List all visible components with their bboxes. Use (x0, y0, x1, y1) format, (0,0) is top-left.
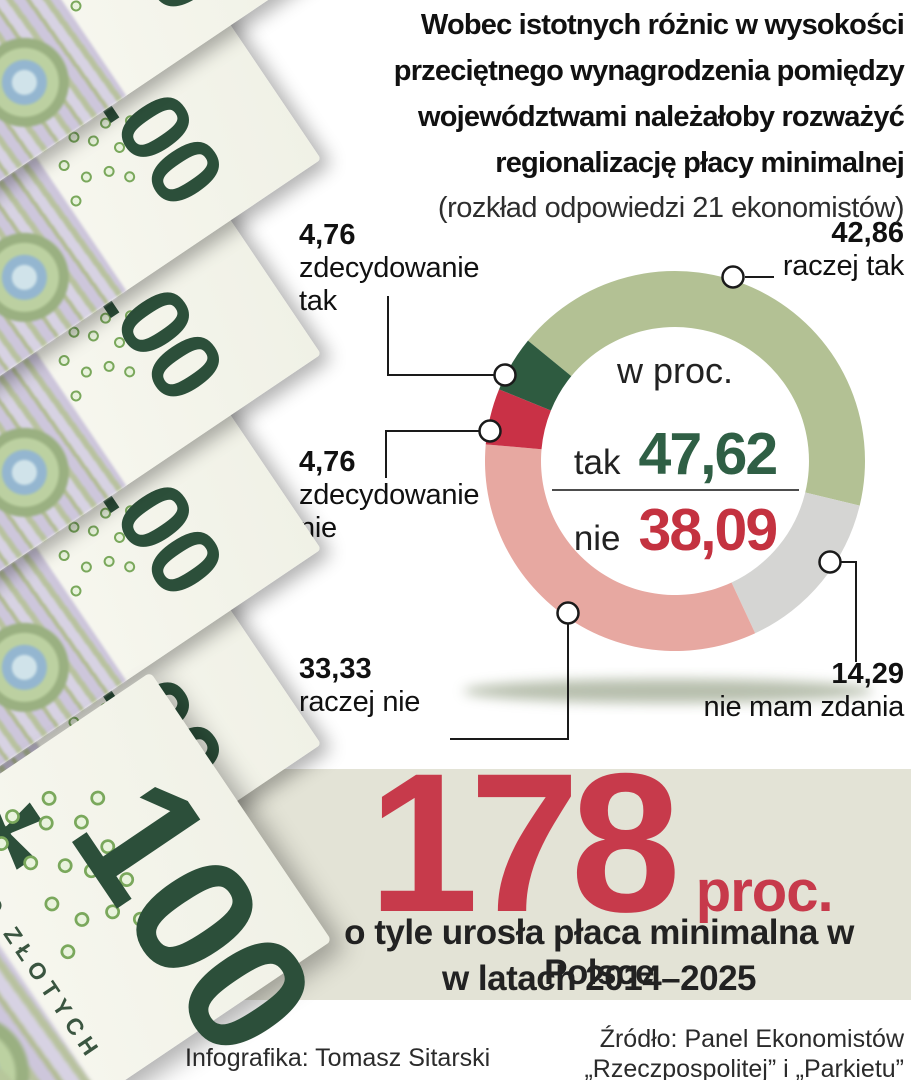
source-credit-line2: „Rzeczpospolitej” i „Parkietu” (584, 1055, 904, 1080)
subtitle: (rozkład odpowiedzi 21 ekonomistów) (437, 192, 905, 224)
title-line-1: Wobec istotnych różnic w wysokości (420, 9, 905, 41)
green-dot (68, 583, 84, 599)
title-line-3: województwami należałoby rozważyć (417, 101, 905, 133)
label-raczej-nie-value: 33,33 (299, 653, 372, 685)
infographic-credit: Infografika: Tomasz Sitarski (185, 1044, 491, 1072)
label-nie-mam-zdania: 14,29 nie mam zdania (664, 658, 904, 724)
big-number-row: 178 proc. (300, 744, 901, 942)
label-zdecydowanie-nie-value: 4,76 (299, 446, 356, 478)
source-credit-line1: Źródło: Panel Ekonomistów (599, 1025, 904, 1053)
label-zdecydowanie-nie: 4,76 zdecydowanie nie (299, 446, 504, 545)
big-number: 178 (368, 732, 680, 953)
label-raczej-tak: 42,86 raczej tak (674, 217, 904, 283)
label-zdecydowanie-tak: 4,76 zdecydowanie tak (299, 219, 504, 318)
summary-divider (552, 489, 799, 491)
green-dot (68, 193, 84, 209)
green-dot (56, 157, 72, 174)
green-dot (56, 547, 72, 564)
source-credit: Źródło: Panel Ekonomistów „Rzeczpospolit… (584, 1024, 904, 1080)
label-nie-mam-zdania-text: nie mam zdania (703, 691, 904, 723)
label-zdecydowanie-tak-value: 4,76 (299, 219, 356, 251)
big-number-unit: proc. (695, 859, 834, 924)
summary-nie-value: 38,09 (638, 497, 779, 563)
green-dot (68, 0, 84, 14)
donut-unit-label: w proc. (616, 350, 734, 391)
label-zdecydowanie-nie-text: zdecydowanie nie (299, 479, 480, 544)
title-block: Wobec istotnych różnic w wysokości przec… (250, 2, 905, 230)
label-zdecydowanie-tak-text: zdecydowanie tak (299, 252, 480, 317)
green-dot (68, 388, 84, 404)
callout-marker-raczej-nie (556, 601, 580, 625)
label-raczej-tak-value: 42,86 (831, 217, 904, 249)
label-raczej-nie-text: raczej nie (299, 686, 421, 718)
green-dot (56, 352, 72, 369)
summary-tak-row: tak 47,62 (460, 420, 890, 488)
green-dot (78, 169, 95, 185)
callout-line-nie-mam-zdania (841, 561, 857, 662)
highlight-caption-line1: o tyle urosła płaca minimalna w Polsce (344, 913, 854, 992)
summary-nie-row: nie 38,09 (460, 496, 890, 564)
green-dot (78, 559, 95, 575)
green-dot (41, 893, 63, 915)
summary-nie-label: nie (573, 519, 621, 558)
summary-tak-label: tak (573, 443, 621, 482)
label-nie-mam-zdania-value: 14,29 (831, 658, 904, 690)
title-line-4: regionalizację płacy minimalnej (495, 147, 905, 179)
label-raczej-tak-text: raczej tak (782, 250, 904, 282)
highlight-caption-line2: w latach 2014–2025 (441, 959, 757, 998)
green-dot (0, 833, 12, 854)
label-raczej-nie: 33,33 raczej nie (299, 653, 504, 719)
green-dot (78, 364, 95, 380)
green-dot (57, 941, 79, 963)
summary-tak-value: 47,62 (638, 421, 779, 487)
title-line-2: przeciętnego wynagrodzenia pomiędzy (393, 55, 905, 87)
